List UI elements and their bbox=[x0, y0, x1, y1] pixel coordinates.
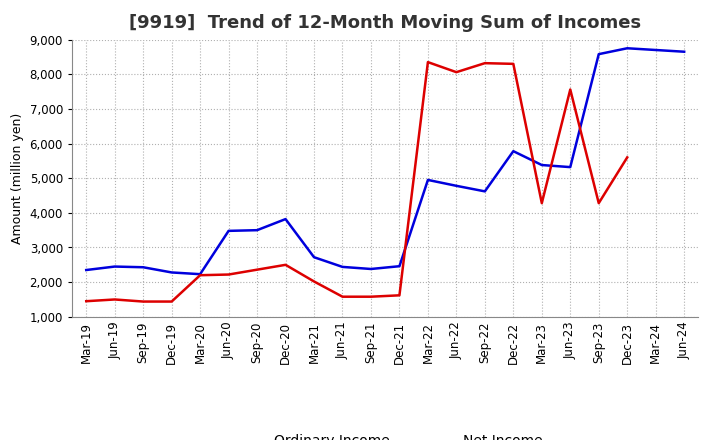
Net Income bbox=[595, 201, 603, 206]
Line: Net Income: Net Income bbox=[86, 62, 627, 301]
Ordinary Income bbox=[196, 271, 204, 277]
Net Income bbox=[452, 70, 461, 75]
Y-axis label: Amount (million yen): Amount (million yen) bbox=[11, 113, 24, 244]
Net Income bbox=[537, 201, 546, 206]
Net Income bbox=[480, 61, 489, 66]
Ordinary Income bbox=[509, 149, 518, 154]
Net Income bbox=[366, 294, 375, 299]
Ordinary Income bbox=[139, 264, 148, 270]
Ordinary Income bbox=[395, 264, 404, 269]
Ordinary Income bbox=[282, 216, 290, 222]
Ordinary Income bbox=[366, 266, 375, 271]
Ordinary Income bbox=[480, 189, 489, 194]
Net Income bbox=[110, 297, 119, 302]
Ordinary Income bbox=[310, 255, 318, 260]
Net Income bbox=[167, 299, 176, 304]
Net Income bbox=[423, 59, 432, 65]
Ordinary Income bbox=[167, 270, 176, 275]
Ordinary Income bbox=[652, 48, 660, 53]
Ordinary Income bbox=[82, 268, 91, 273]
Ordinary Income bbox=[225, 228, 233, 234]
Title: [9919]  Trend of 12-Month Moving Sum of Incomes: [9919] Trend of 12-Month Moving Sum of I… bbox=[129, 15, 642, 33]
Ordinary Income bbox=[566, 165, 575, 170]
Ordinary Income bbox=[110, 264, 119, 269]
Net Income bbox=[566, 87, 575, 92]
Legend: Ordinary Income, Net Income: Ordinary Income, Net Income bbox=[222, 429, 548, 440]
Ordinary Income bbox=[338, 264, 347, 270]
Ordinary Income bbox=[623, 46, 631, 51]
Net Income bbox=[82, 299, 91, 304]
Line: Ordinary Income: Ordinary Income bbox=[86, 48, 684, 274]
Net Income bbox=[139, 299, 148, 304]
Net Income bbox=[253, 267, 261, 272]
Net Income bbox=[282, 262, 290, 268]
Net Income bbox=[623, 155, 631, 160]
Net Income bbox=[196, 272, 204, 278]
Net Income bbox=[338, 294, 347, 299]
Net Income bbox=[310, 279, 318, 284]
Ordinary Income bbox=[423, 177, 432, 183]
Net Income bbox=[225, 272, 233, 277]
Ordinary Income bbox=[680, 49, 688, 55]
Ordinary Income bbox=[452, 183, 461, 188]
Ordinary Income bbox=[537, 162, 546, 168]
Ordinary Income bbox=[253, 227, 261, 233]
Net Income bbox=[509, 61, 518, 66]
Net Income bbox=[395, 293, 404, 298]
Ordinary Income bbox=[595, 51, 603, 57]
